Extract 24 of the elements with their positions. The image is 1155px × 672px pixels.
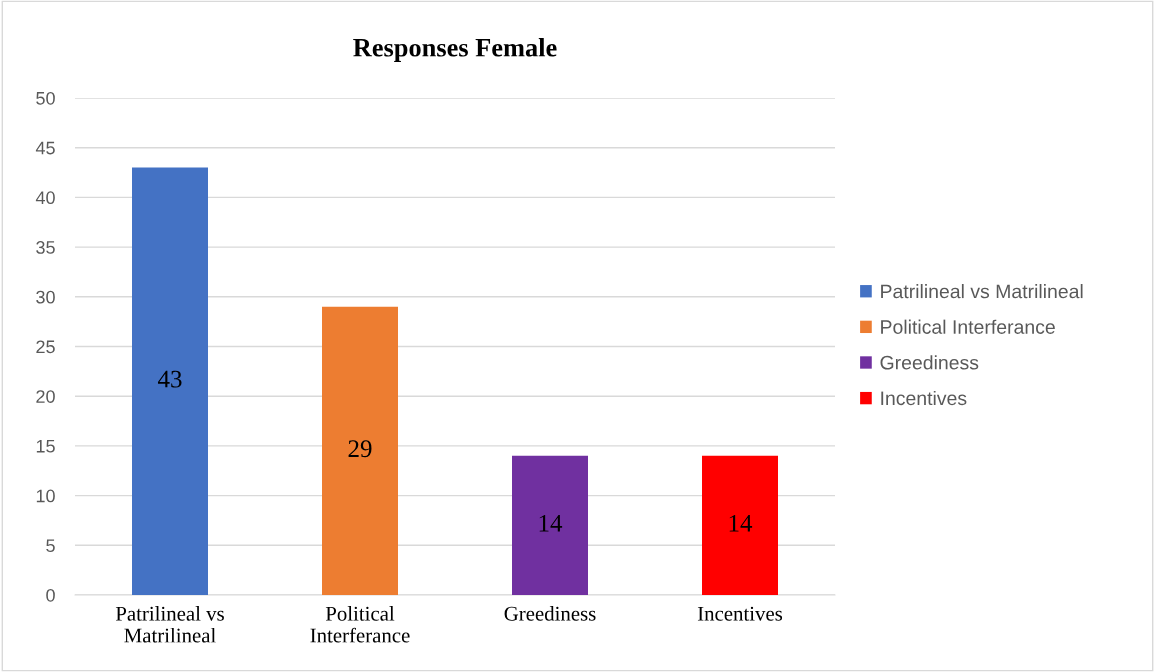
y-tick-label: 45 [35,141,55,155]
y-tick-label: 20 [36,390,55,403]
x-tick-label: Political Interferance [310,606,410,643]
x-tick-label: Incentives [697,606,783,621]
x-tick-label: Patrilineal vs Matrilineal [115,606,224,643]
y-tick-label: 0 [46,588,55,602]
legend-label: Patrilineal vs Matrilineal [881,284,1083,299]
legend-label: Political Interferance [881,319,1055,334]
data-label: 14 [729,514,753,532]
legend-label: Incentives [881,390,967,406]
y-tick-label: 5 [46,539,55,553]
y-tick-label: 30 [36,290,55,304]
y-tick-label: 15 [36,440,55,453]
x-tick-label: Greediness [504,606,596,621]
legend-label: Greediness [880,355,979,370]
data-label: 29 [348,440,372,458]
chart-title: Responses Female [353,38,557,62]
y-tick-label: 50 [36,91,55,105]
y-tick-label: 40 [35,191,55,205]
y-tick-label: 35 [36,241,55,254]
y-tick-label: 25 [36,340,55,354]
data-label: 14 [539,514,563,532]
data-label: 43 [157,370,182,388]
y-tick-label: 10 [36,489,55,503]
